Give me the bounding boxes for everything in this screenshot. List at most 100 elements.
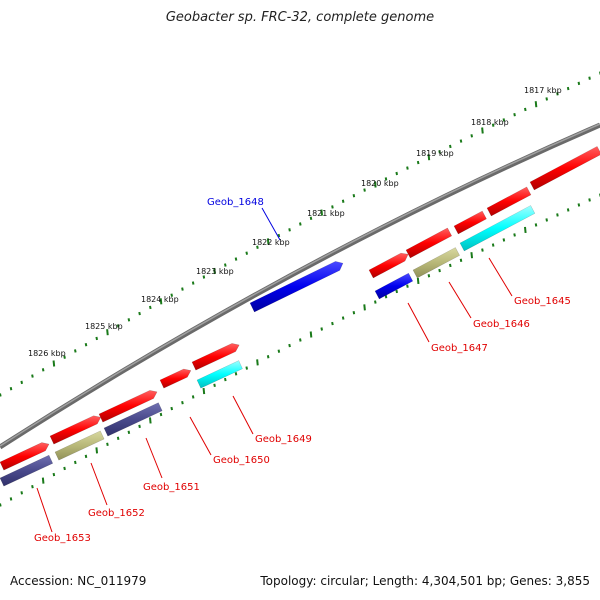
gene-label: Geob_1648 — [207, 197, 264, 208]
tick-mark — [63, 466, 66, 471]
gene-red — [529, 145, 600, 191]
tick-mark — [438, 268, 441, 273]
tick-mark — [352, 311, 356, 315]
tick-mark — [159, 298, 163, 305]
tick-mark — [52, 472, 56, 477]
tick-mark — [74, 349, 77, 353]
tick-mark — [95, 447, 99, 454]
tick-mark — [320, 209, 324, 216]
gene-label: Geob_1650 — [213, 455, 270, 466]
tick-mark — [341, 316, 345, 320]
tick-mark — [20, 380, 24, 385]
gene-cyan — [459, 205, 536, 252]
leader-line — [407, 302, 430, 343]
gene-red — [0, 442, 50, 471]
gene-red-bevel — [99, 387, 152, 414]
gene-red — [191, 343, 240, 371]
tick-mark — [84, 342, 88, 347]
tick-mark — [395, 171, 399, 176]
outer-tick-track — [0, 71, 600, 397]
tick-mark — [288, 228, 291, 232]
gene-olive-bevel — [55, 427, 103, 452]
tick-mark — [470, 134, 474, 138]
tick-mark — [577, 81, 581, 86]
tick-mark — [41, 477, 45, 484]
tick-mark — [384, 177, 388, 181]
tick-mark — [116, 436, 120, 441]
label-leader-lines — [36, 207, 513, 533]
tick-mark — [502, 238, 506, 242]
tick-mark — [406, 284, 409, 288]
gene-red — [486, 186, 532, 217]
gene-cyan-bevel — [197, 357, 241, 380]
gene-red-bevel — [0, 439, 44, 462]
kbp-label: 1820 kbp — [361, 179, 399, 188]
tick-mark — [31, 485, 34, 489]
tick-mark — [395, 289, 399, 294]
tick-mark — [202, 387, 206, 395]
tick-mark — [41, 368, 45, 372]
gene-red-bevel — [192, 340, 234, 362]
leader-line — [90, 462, 108, 506]
tick-mark — [266, 238, 270, 245]
tick-mark — [181, 287, 184, 291]
tick-mark — [481, 248, 484, 252]
gene-cyan — [196, 360, 243, 389]
tick-mark — [363, 304, 366, 311]
leader-line — [189, 416, 212, 456]
tick-mark — [416, 277, 420, 285]
leader-line — [488, 257, 513, 297]
tick-mark — [491, 243, 495, 247]
tick-mark — [459, 139, 463, 143]
tick-mark — [556, 92, 559, 96]
tick-mark — [299, 222, 302, 226]
tick-mark — [341, 199, 345, 203]
gene-red-bevel — [50, 412, 96, 436]
gene-red — [405, 227, 453, 259]
gene-slate-bevel — [0, 452, 51, 478]
tick-mark — [245, 251, 249, 255]
gene-label: Geob_1647 — [431, 343, 488, 354]
tick-mark — [224, 377, 227, 382]
tick-mark — [191, 395, 195, 399]
tick-mark — [170, 293, 174, 297]
tick-mark — [0, 393, 2, 397]
tick-mark — [556, 213, 559, 217]
kbp-label: 1826 kbp — [28, 349, 66, 358]
gene-red-bevel — [369, 250, 403, 270]
gene-slate — [103, 402, 163, 437]
gene-red — [368, 252, 409, 279]
gene-red-bevel — [406, 224, 450, 250]
gene-olive-bevel — [413, 244, 458, 270]
kbp-label: 1821 kbp — [307, 209, 345, 218]
kbp-label: 1819 kbp — [416, 149, 454, 158]
tick-mark — [84, 454, 88, 459]
gene-label: Geob_1652 — [88, 508, 145, 519]
gene-slate-bevel — [104, 399, 161, 428]
leader-line — [145, 437, 163, 479]
page-title: Geobacter sp. FRC-32, complete genome — [165, 10, 435, 25]
tick-mark — [491, 123, 495, 127]
tick-mark — [224, 263, 227, 267]
tick-mark — [299, 338, 302, 342]
tick-mark — [9, 497, 13, 501]
gene-red-bevel — [454, 207, 485, 226]
tick-mark — [331, 321, 334, 326]
kbp-label: 1823 kbp — [196, 267, 234, 276]
tick-mark — [449, 263, 452, 268]
tick-mark — [256, 359, 259, 366]
gene-slate — [0, 454, 54, 487]
tick-mark — [427, 154, 431, 161]
tick-mark — [213, 267, 216, 275]
tick-mark — [95, 336, 99, 341]
tick-mark — [149, 305, 152, 310]
tick-mark — [277, 349, 281, 353]
gene-label: Geob_1649 — [255, 434, 312, 445]
kbp-labels: 1817 kbp 1818 kbp 1819 kbp 1820 kbp 1821… — [28, 86, 562, 358]
tick-mark — [127, 430, 131, 435]
tick-mark — [502, 118, 506, 122]
leader-line — [36, 487, 53, 533]
tick-mark — [106, 329, 109, 336]
tick-mark — [288, 343, 291, 348]
kbp-label: 1825 kbp — [85, 322, 123, 331]
